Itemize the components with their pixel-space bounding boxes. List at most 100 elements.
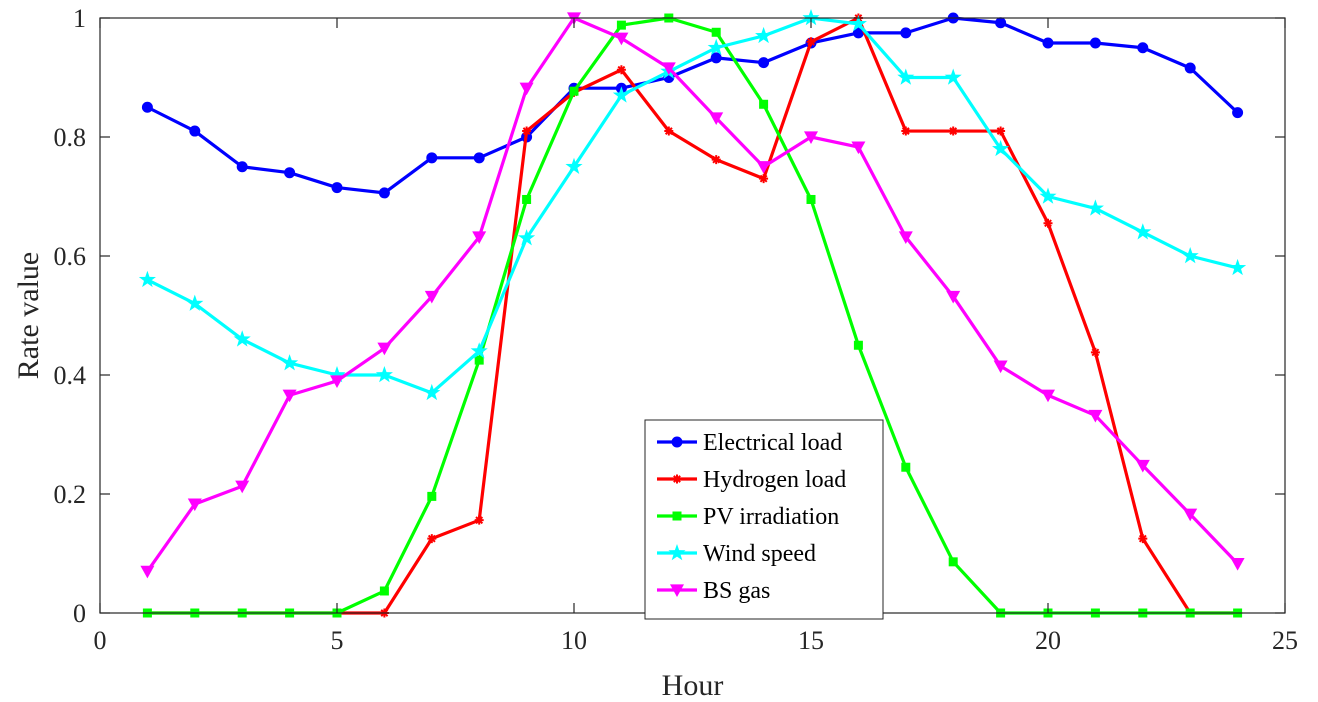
data-point <box>804 131 818 144</box>
data-point <box>330 375 344 388</box>
data-point <box>141 101 153 113</box>
data-point <box>996 126 1006 136</box>
series-wind-speed <box>138 9 1247 401</box>
data-point <box>519 82 534 96</box>
data-point <box>1090 347 1100 357</box>
legend-item: PV irradiation <box>657 504 839 530</box>
data-point <box>944 68 962 85</box>
data-point <box>946 290 961 304</box>
data-point <box>616 20 626 30</box>
data-point <box>1043 218 1053 228</box>
data-point <box>1086 199 1104 216</box>
legend-marker <box>672 511 682 521</box>
legend-box <box>644 419 884 620</box>
data-point <box>806 37 816 47</box>
data-point <box>948 126 958 136</box>
data-point <box>1134 223 1152 240</box>
data-point <box>1183 508 1198 522</box>
data-point <box>189 125 201 137</box>
data-point <box>759 174 769 184</box>
data-point <box>522 126 532 136</box>
data-point <box>614 32 629 46</box>
data-point <box>474 515 484 525</box>
legend-label: Hydrogen load <box>703 467 846 493</box>
legend-item: Hydrogen load <box>657 467 846 493</box>
legend-label: BS gas <box>703 578 770 604</box>
data-point <box>612 86 630 103</box>
data-point <box>138 270 156 288</box>
data-point <box>1181 247 1199 264</box>
x-tick-label: 15 <box>798 626 824 655</box>
data-point <box>897 68 915 85</box>
data-point <box>851 141 866 155</box>
data-point <box>992 139 1010 157</box>
data-point <box>995 17 1007 29</box>
data-point <box>284 167 296 179</box>
data-point <box>901 462 911 472</box>
data-point <box>1138 534 1148 544</box>
data-point <box>1088 409 1103 423</box>
legend-marker <box>670 584 684 597</box>
data-point <box>522 194 532 204</box>
data-point <box>710 52 722 64</box>
legend-item: BS gas <box>657 578 770 604</box>
data-point <box>569 86 579 96</box>
data-point <box>1184 62 1196 74</box>
series-electrical-load <box>141 12 1244 199</box>
legend-item: Wind speed <box>657 541 816 567</box>
legend-item: Electrical load <box>657 430 842 456</box>
data-point <box>379 586 389 596</box>
x-tick-label: 10 <box>561 626 587 655</box>
legend-marker <box>668 544 686 561</box>
data-point <box>470 342 488 359</box>
data-point <box>472 231 487 244</box>
series-line <box>146 16 1239 573</box>
y-tick-label: 0.6 <box>54 242 87 271</box>
legend-marker <box>672 474 682 484</box>
data-point <box>901 126 911 136</box>
data-point <box>993 360 1008 374</box>
data-point <box>1042 37 1054 49</box>
data-point <box>423 383 441 401</box>
data-point <box>948 557 958 567</box>
data-point <box>140 565 155 579</box>
data-point <box>378 187 390 199</box>
data-point <box>664 126 674 136</box>
data-point <box>900 27 912 39</box>
series-line <box>146 16 1238 395</box>
legend-label: Wind speed <box>703 541 816 567</box>
legend-marker <box>671 436 683 448</box>
data-point <box>1039 187 1057 204</box>
data-point <box>375 366 393 383</box>
data-point <box>236 161 248 173</box>
x-tick-label: 0 <box>94 626 107 655</box>
data-point <box>427 534 437 544</box>
data-point <box>707 38 725 56</box>
data-point <box>806 194 816 204</box>
data-point <box>853 340 863 350</box>
x-tick-label: 5 <box>331 626 344 655</box>
data-point <box>849 14 867 32</box>
data-point <box>802 9 820 26</box>
data-point <box>427 491 437 501</box>
data-point <box>473 152 485 164</box>
data-point <box>898 231 913 244</box>
x-tick-label: 20 <box>1035 626 1061 655</box>
data-point <box>755 26 773 44</box>
data-point <box>186 294 204 311</box>
data-point <box>756 161 771 174</box>
data-point <box>377 342 392 356</box>
legend-label: PV irradiation <box>703 504 839 530</box>
data-point <box>233 330 251 347</box>
data-point <box>709 112 724 125</box>
data-point <box>474 355 484 365</box>
y-tick-label: 0 <box>73 599 86 628</box>
legend-label: Electrical load <box>703 430 842 456</box>
data-point <box>565 157 583 175</box>
data-point <box>426 152 438 164</box>
data-point <box>1135 459 1150 473</box>
data-point <box>1089 37 1101 49</box>
data-point <box>331 182 343 194</box>
x-axis-label: Hour <box>662 669 724 702</box>
